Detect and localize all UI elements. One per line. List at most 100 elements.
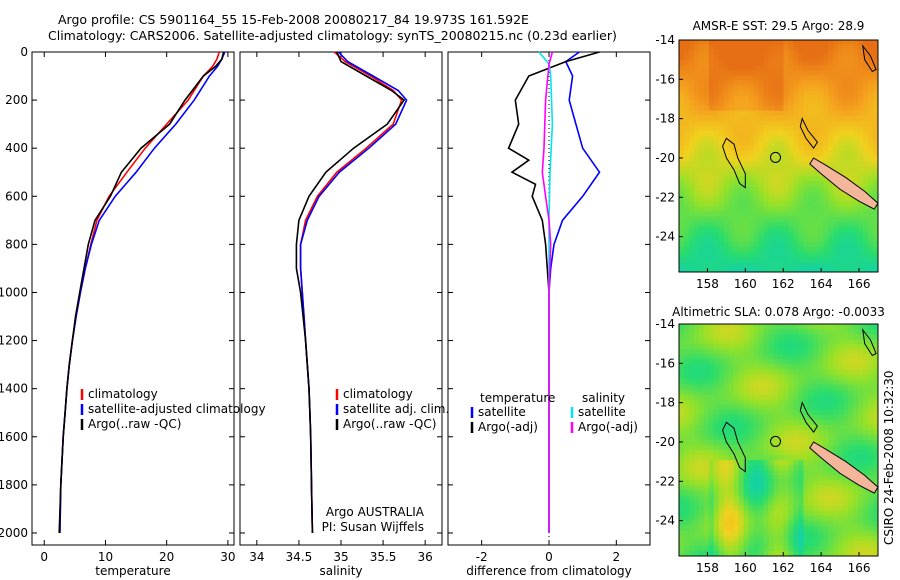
map-cell [758,201,764,207]
map-cell [698,520,705,527]
map-cell [843,266,849,273]
map-cell [808,545,814,552]
map-cell [828,374,834,380]
map-cell [813,525,819,532]
map-cell [808,455,814,461]
map-cell [793,246,799,253]
map-xtick-label: 162 [772,277,795,291]
map-cell [833,389,839,396]
map-cell [828,515,834,522]
map-cell [738,156,745,162]
map-cell [748,414,755,421]
map-cell [833,359,839,365]
map-cell [798,256,804,263]
map-cell [758,130,764,137]
map-cell [798,324,804,330]
map-cell [858,95,864,101]
map-cell [788,530,794,537]
map-cell [818,176,824,182]
map-cell [818,125,824,132]
series-line-argo-raw-qc- [58,51,225,534]
map-cell [768,145,774,152]
map-cell [679,45,685,51]
map-cell [833,475,839,481]
map-cell [758,440,764,446]
map-cell [868,344,874,350]
map-ytick-label: -24 [655,230,675,244]
map-cell [733,495,740,501]
map-cell [713,196,720,202]
map-cell [773,445,779,451]
map-cell [788,445,794,451]
map-cell [853,236,859,243]
map-cell [813,419,819,426]
map-cell [848,450,854,456]
map-cell [813,216,819,222]
map-cell [783,196,789,202]
map-cell [688,510,695,517]
map-cell [873,540,879,547]
map-cell [763,384,769,390]
map-cell [718,480,725,486]
map-cell [693,495,700,501]
map-cell [788,75,794,81]
map-cell [763,505,769,512]
map-cell [838,150,844,157]
map-cell [688,75,695,81]
map-cell [768,60,774,66]
map-cell [718,216,725,222]
map-cell [753,100,760,106]
map-cell [718,404,725,411]
map-cell [788,475,794,481]
map-cell [778,65,784,71]
map-cell [723,201,730,207]
map-cell [793,419,799,426]
map-cell [679,55,685,61]
map-cell [693,90,700,96]
map-cell [788,485,794,491]
map-cell [783,530,789,537]
map-cell [679,95,685,101]
map-cell [843,75,849,81]
map-cell [838,261,844,268]
map-cell [803,50,809,56]
map-cell [679,535,685,542]
map-cell [753,440,760,446]
map-cell [703,550,710,557]
map-cell [778,334,784,340]
map-cell [758,495,764,501]
map-cell [833,130,839,137]
map-cell [778,50,784,56]
map-cell [683,440,690,446]
map-cell [788,429,794,436]
map-cell [698,60,705,66]
map-cell [758,80,764,86]
map-cell [848,550,854,557]
map-cell [783,105,789,112]
map-cell [838,125,844,132]
map-cell [693,140,700,147]
map-cell [808,419,814,426]
map-cell [733,110,740,117]
map-cell [679,414,685,421]
map-cell [783,231,789,238]
map-cell [723,379,730,385]
map-cell [873,231,879,238]
map-cell [838,145,844,152]
map-cell [848,389,854,396]
map-cell [718,236,725,243]
map-cell [688,241,695,248]
map-cell [738,424,745,431]
map-cell [833,40,839,46]
map-cell [708,369,715,375]
map-cell [718,186,725,192]
map-cell [718,135,725,142]
map-cell [733,349,740,355]
map-cell [873,515,879,522]
map-cell [743,540,750,547]
map-cell [863,535,869,542]
map-cell [738,434,745,441]
map-cell [848,211,854,217]
map-cell [808,535,814,542]
map-cell [823,434,829,441]
